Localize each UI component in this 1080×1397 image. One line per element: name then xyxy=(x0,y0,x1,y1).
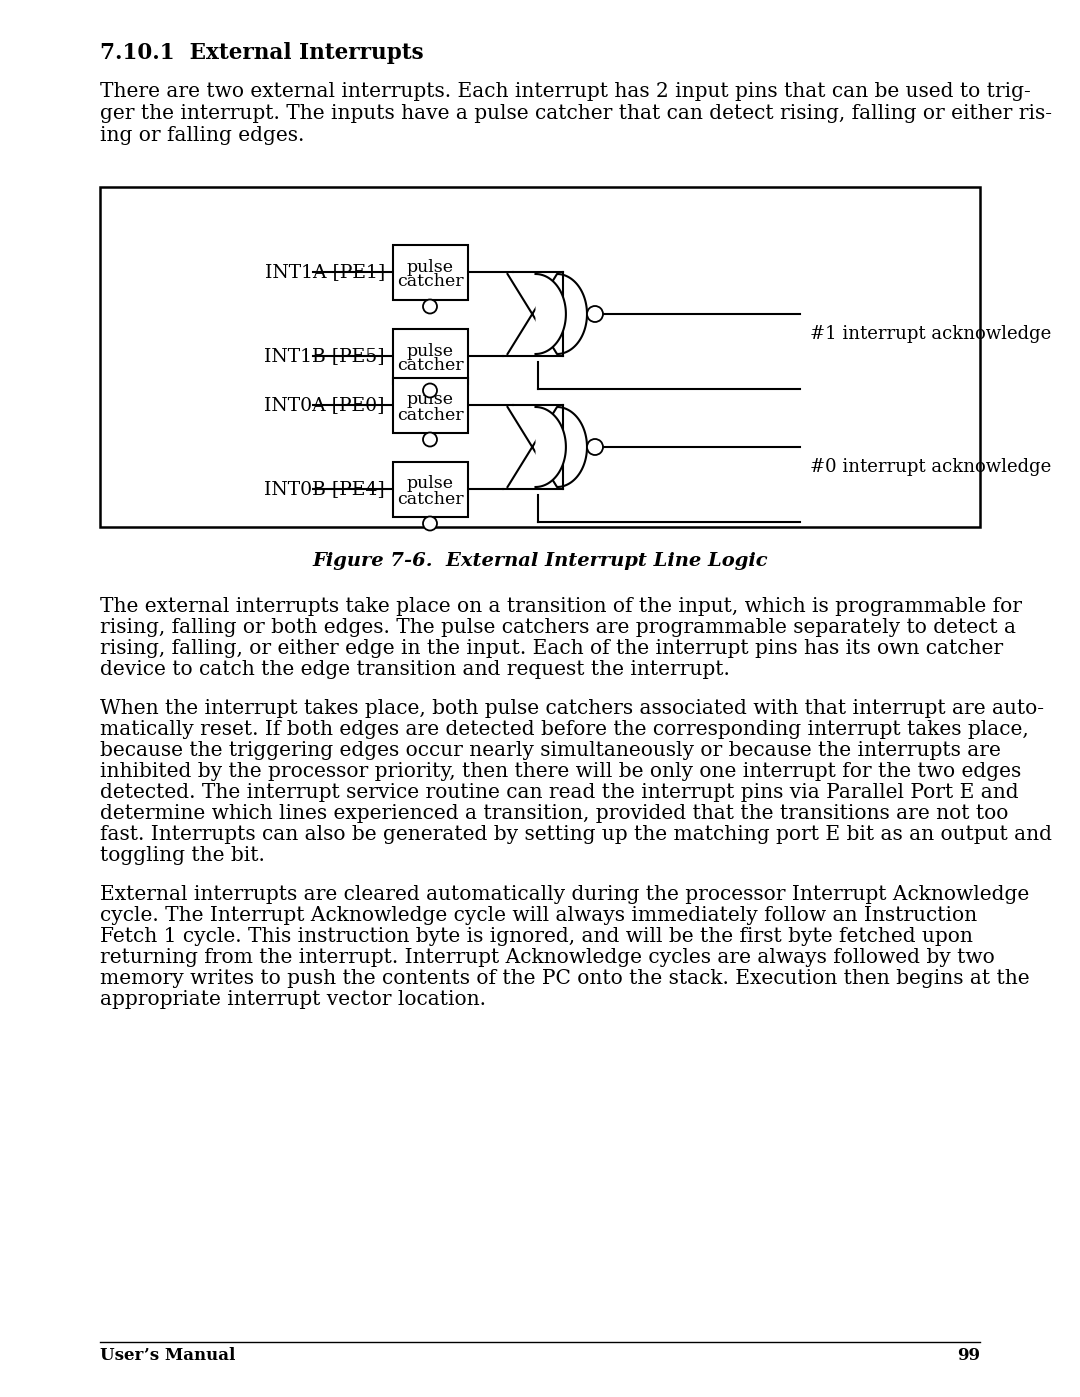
Text: User’s Manual: User’s Manual xyxy=(100,1347,235,1363)
Circle shape xyxy=(588,439,603,455)
Text: memory writes to push the contents of the PC onto the stack. Execution then begi: memory writes to push the contents of th… xyxy=(100,970,1029,988)
Polygon shape xyxy=(536,407,566,488)
Text: rising, falling or both edges. The pulse catchers are programmable separately to: rising, falling or both edges. The pulse… xyxy=(100,617,1016,637)
Text: determine which lines experienced a transition, provided that the transitions ar: determine which lines experienced a tran… xyxy=(100,805,1009,823)
Bar xyxy=(392,377,468,433)
Bar xyxy=(100,187,980,527)
Circle shape xyxy=(588,306,603,321)
Text: INT1A [PE1]: INT1A [PE1] xyxy=(265,263,384,281)
Text: catcher: catcher xyxy=(396,274,463,291)
Circle shape xyxy=(423,517,437,531)
Text: appropriate interrupt vector location.: appropriate interrupt vector location. xyxy=(100,990,486,1009)
Polygon shape xyxy=(536,274,566,353)
Text: cycle. The Interrupt Acknowledge cycle will always immediately follow an Instruc: cycle. The Interrupt Acknowledge cycle w… xyxy=(100,907,977,925)
Text: pulse: pulse xyxy=(406,475,454,493)
Text: INT0A [PE0]: INT0A [PE0] xyxy=(265,395,384,414)
Text: INT1B [PE5]: INT1B [PE5] xyxy=(265,346,384,365)
Text: INT0B [PE4]: INT0B [PE4] xyxy=(265,481,384,497)
Text: matically reset. If both edges are detected before the corresponding interrupt t: matically reset. If both edges are detec… xyxy=(100,719,1029,739)
Text: catcher: catcher xyxy=(396,358,463,374)
Text: device to catch the edge transition and request the interrupt.: device to catch the edge transition and … xyxy=(100,659,730,679)
Text: Figure 7-6.  External Interrupt Line Logic: Figure 7-6. External Interrupt Line Logi… xyxy=(312,552,768,570)
Polygon shape xyxy=(508,407,588,488)
Circle shape xyxy=(423,384,437,398)
Polygon shape xyxy=(508,274,588,353)
Text: detected. The interrupt service routine can read the interrupt pins via Parallel: detected. The interrupt service routine … xyxy=(100,782,1018,802)
Bar xyxy=(392,461,468,517)
Text: The external interrupts take place on a transition of the input, which is progra: The external interrupts take place on a … xyxy=(100,597,1022,616)
Bar xyxy=(392,328,468,384)
Text: toggling the bit.: toggling the bit. xyxy=(100,847,265,865)
Text: #1 interrupt acknowledge: #1 interrupt acknowledge xyxy=(810,326,1051,344)
Text: ger the interrupt. The inputs have a pulse catcher that can detect rising, falli: ger the interrupt. The inputs have a pul… xyxy=(100,103,1052,123)
Text: 99: 99 xyxy=(957,1347,980,1363)
Text: 7.10.1  External Interrupts: 7.10.1 External Interrupts xyxy=(100,42,423,64)
Text: rising, falling, or either edge in the input. Each of the interrupt pins has its: rising, falling, or either edge in the i… xyxy=(100,638,1003,658)
Text: Fetch 1 cycle. This instruction byte is ignored, and will be the first byte fetc: Fetch 1 cycle. This instruction byte is … xyxy=(100,928,973,946)
Text: because the triggering edges occur nearly simultaneously or because the interrup: because the triggering edges occur nearl… xyxy=(100,740,1001,760)
Text: catcher: catcher xyxy=(396,490,463,507)
Text: pulse: pulse xyxy=(406,391,454,408)
Text: catcher: catcher xyxy=(396,407,463,423)
Text: returning from the interrupt. Interrupt Acknowledge cycles are always followed b: returning from the interrupt. Interrupt … xyxy=(100,949,995,967)
Text: fast. Interrupts can also be generated by setting up the matching port E bit as : fast. Interrupts can also be generated b… xyxy=(100,826,1052,844)
Circle shape xyxy=(423,299,437,313)
Text: When the interrupt takes place, both pulse catchers associated with that interru: When the interrupt takes place, both pul… xyxy=(100,698,1044,718)
Bar xyxy=(392,244,468,299)
Text: pulse: pulse xyxy=(406,342,454,359)
Text: External interrupts are cleared automatically during the processor Interrupt Ack: External interrupts are cleared automati… xyxy=(100,886,1029,904)
Text: There are two external interrupts. Each interrupt has 2 input pins that can be u: There are two external interrupts. Each … xyxy=(100,82,1030,101)
Text: pulse: pulse xyxy=(406,258,454,275)
Text: #0 interrupt acknowledge: #0 interrupt acknowledge xyxy=(810,458,1051,476)
Text: inhibited by the processor priority, then there will be only one interrupt for t: inhibited by the processor priority, the… xyxy=(100,761,1022,781)
Text: ing or falling edges.: ing or falling edges. xyxy=(100,126,305,145)
Circle shape xyxy=(423,433,437,447)
